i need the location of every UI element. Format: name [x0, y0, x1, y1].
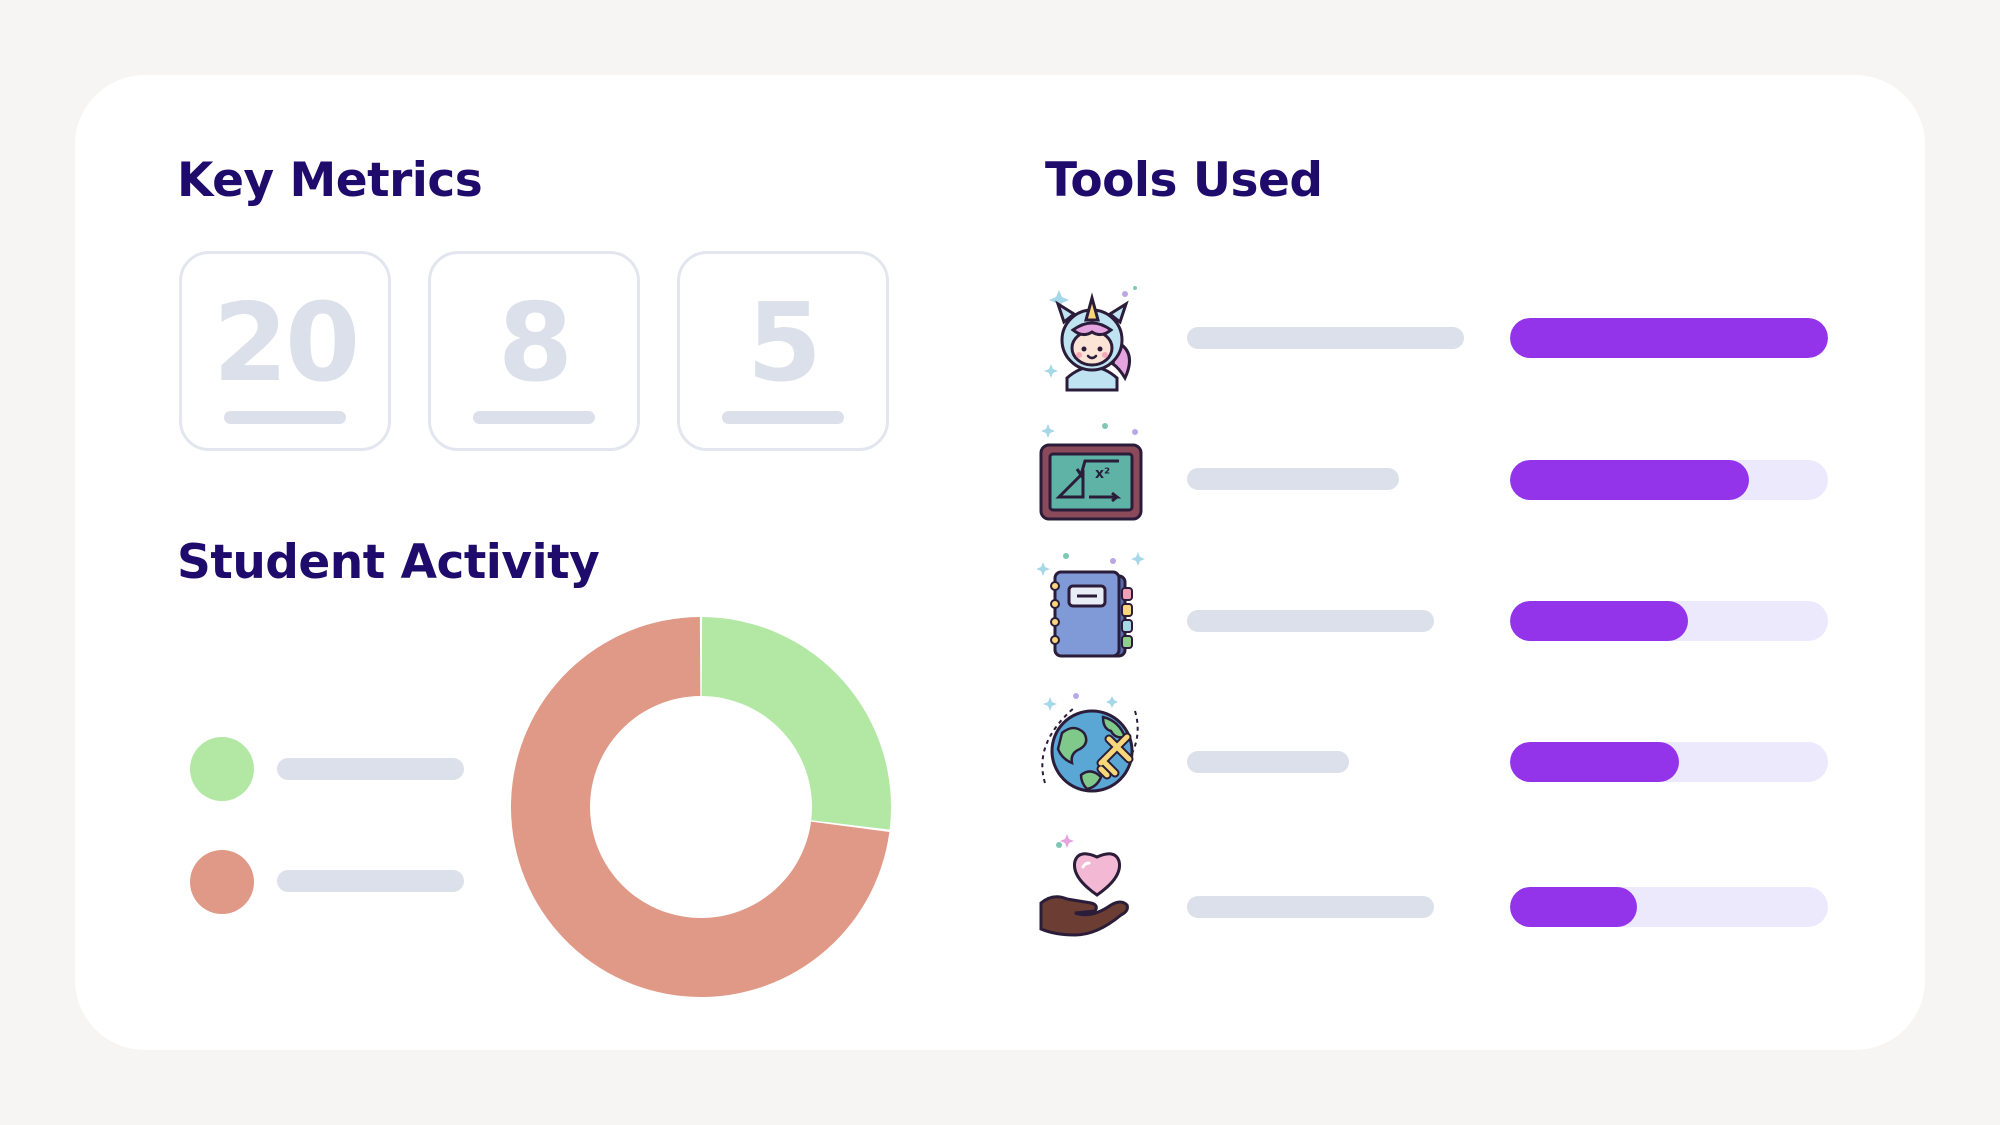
unicorn-icon — [1044, 286, 1137, 392]
student-activity-heading: Student Activity — [177, 535, 600, 590]
metric-card: 5 — [677, 251, 889, 451]
tool-usage-fill — [1510, 887, 1638, 927]
tool-usage-bar — [1510, 887, 1828, 927]
legend-label-placeholder — [277, 870, 464, 892]
tool-usage-bar — [1510, 460, 1828, 500]
tool-usage-fill — [1510, 318, 1828, 358]
tools-used-heading: Tools Used — [1045, 153, 1323, 208]
metric-value: 5 — [746, 281, 822, 406]
legend-label-placeholder — [277, 758, 464, 780]
donut-slice-green — [701, 617, 892, 830]
tool-usage-fill — [1510, 460, 1749, 500]
notebook-icon — [1037, 552, 1145, 658]
key-metrics-heading: Key Metrics — [177, 153, 483, 208]
legend-dot-green — [190, 737, 254, 801]
globe-airplane-icon — [1041, 693, 1139, 793]
heart-in-hand-icon — [1039, 834, 1129, 937]
tool-label-placeholder — [1187, 896, 1434, 918]
tool-label-placeholder — [1187, 468, 1399, 490]
legend-dot-salmon — [190, 850, 254, 914]
metric-label-placeholder — [224, 411, 346, 424]
math-chalkboard-icon: x² — [1039, 423, 1143, 521]
metric-card: 20 — [179, 251, 391, 451]
donut-slice-salmon — [511, 617, 890, 997]
tool-label-placeholder — [1187, 751, 1349, 773]
tool-label-placeholder — [1187, 610, 1434, 632]
tool-label-placeholder — [1187, 327, 1464, 349]
metric-card: 8 — [428, 251, 640, 451]
tool-usage-bar — [1510, 742, 1828, 782]
tool-usage-bar — [1510, 601, 1828, 641]
svg-text:x²: x² — [1095, 466, 1110, 482]
metric-value: 20 — [212, 281, 360, 406]
metric-label-placeholder — [722, 411, 844, 424]
tool-usage-fill — [1510, 742, 1679, 782]
metric-label-placeholder — [473, 411, 595, 424]
tool-usage-fill — [1510, 601, 1689, 641]
metric-value: 8 — [497, 281, 573, 406]
tool-usage-bar — [1510, 318, 1828, 358]
